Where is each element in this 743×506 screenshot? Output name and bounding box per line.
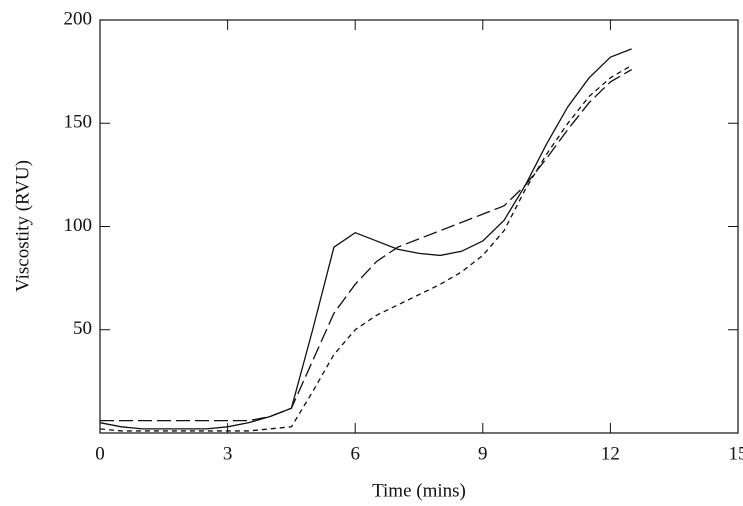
y-tick-label: 100 <box>64 215 93 236</box>
y-tick-label: 150 <box>64 112 93 133</box>
x-axis-label: Time (mins) <box>372 480 466 501</box>
y-tick-label: 50 <box>73 318 92 339</box>
y-axis-label: Viscostity (RVU) <box>12 160 33 292</box>
y-tick-label: 200 <box>64 8 93 29</box>
x-tick-label: 6 <box>350 443 360 464</box>
x-tick-label: 9 <box>478 443 488 464</box>
plot-frame <box>99 19 739 434</box>
series-line <box>99 64 632 432</box>
x-tick-label: 3 <box>223 443 233 464</box>
x-tick-label: 0 <box>95 443 105 464</box>
series-line <box>99 48 632 430</box>
x-tick-label: 15 <box>729 443 743 464</box>
x-tick-label: 12 <box>601 443 620 464</box>
series-line <box>100 68 632 422</box>
